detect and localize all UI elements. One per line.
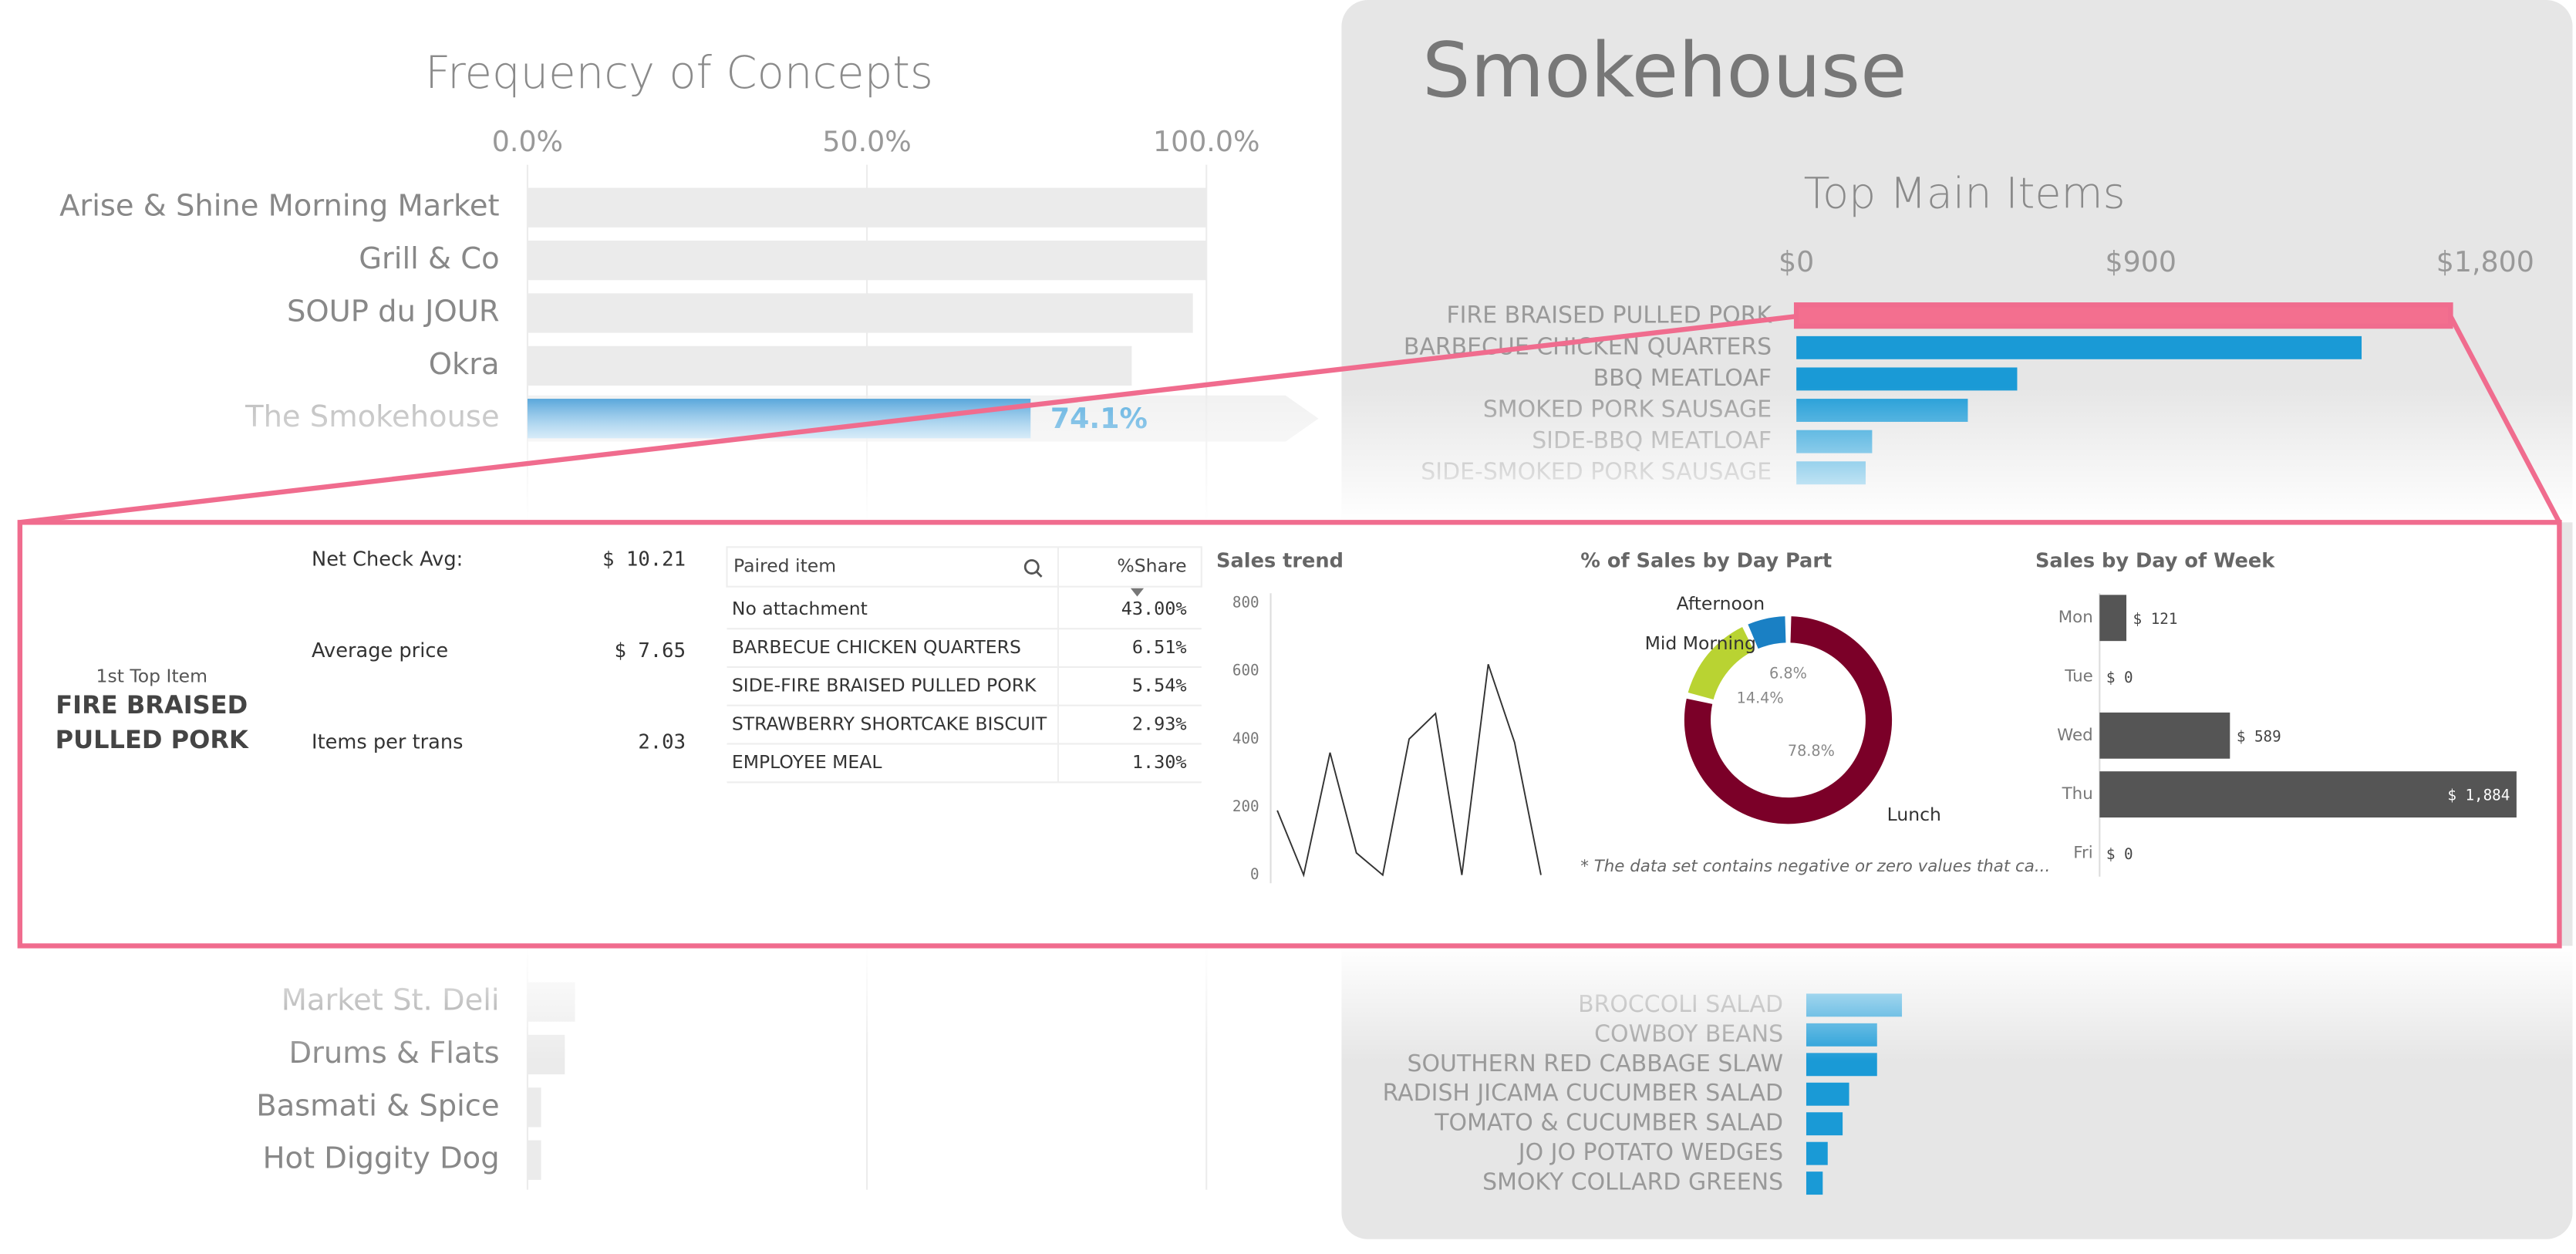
kpi-label: Net Check Avg: — [312, 548, 463, 571]
bar — [527, 240, 1207, 281]
fades — [0, 302, 2576, 1062]
cell: 5.54% — [1132, 675, 1187, 696]
category-label: SOUP du JOUR — [287, 294, 500, 329]
cell: BARBECUE CHICKEN QUARTERS — [732, 636, 1021, 658]
x-tick-label: 100.0% — [1153, 125, 1259, 158]
category-label: BBQ MEATLOAF — [1593, 365, 1772, 392]
top-item-name: FIRE BRAISED PULLED PORK — [55, 690, 248, 755]
chart-title: % of Sales by Day Part — [1580, 550, 1832, 573]
kpi-value: $ 7.65 — [614, 639, 686, 662]
kpi-label: Items per trans — [312, 731, 463, 754]
sort-indicator — [1130, 588, 1145, 597]
kpi-value: 2.03 — [638, 731, 686, 754]
bar — [1806, 1112, 1843, 1136]
cell: STRAWBERRY SHORTCAKE BISCUIT — [732, 713, 1047, 734]
donut-slice — [1748, 616, 1786, 649]
top-item-caption: 1st Top Item — [96, 666, 208, 687]
chart-title: Frequency of Concepts — [425, 46, 933, 99]
fade — [0, 387, 2576, 523]
slice-value: 14.4% — [1737, 689, 1784, 706]
x-tick-label: 50.0% — [822, 125, 911, 158]
bar — [527, 1140, 541, 1180]
y-tick-label: 600 — [1232, 662, 1259, 679]
bar — [527, 1087, 541, 1128]
chart-title: Sales trend — [1216, 550, 1344, 573]
category-label: Hot Diggity Dog — [263, 1141, 500, 1176]
callout-line — [2448, 315, 2562, 524]
slice-label: Lunch — [1887, 804, 1941, 825]
slice-label: Afternoon — [1677, 593, 1765, 615]
bar — [1806, 1171, 1823, 1195]
donut-slice — [1688, 626, 1755, 700]
bar — [1806, 1082, 1849, 1106]
top-item-box: FIRE BRAISED PULLED PORK — [55, 690, 248, 755]
category-label: Mon — [2058, 608, 2093, 627]
bar — [527, 293, 1193, 333]
category-label: Wed — [2057, 726, 2093, 745]
slice-value: 6.8% — [1769, 664, 1807, 682]
x-tick-label: $0 — [1779, 245, 1814, 278]
bar — [527, 346, 1132, 386]
y-tick-label: 200 — [1232, 797, 1259, 815]
cell: 2.93% — [1132, 713, 1187, 734]
cell: EMPLOYEE MEAL — [732, 751, 882, 773]
cell: SIDE-FIRE BRAISED PULLED PORK — [732, 675, 1037, 696]
callout-box — [1793, 302, 2453, 329]
column-header: %Share — [1117, 555, 1186, 577]
chart-title: Sales by Day of Week — [2035, 550, 2275, 573]
value-label: $ 121 — [2133, 610, 2178, 628]
search-icon[interactable] — [1023, 559, 1040, 575]
y-tick-label: 800 — [1232, 594, 1259, 612]
cell: 43.00% — [1121, 598, 1187, 619]
bar — [2099, 712, 2230, 759]
y-tick-label: 0 — [1250, 865, 1259, 883]
value-label: $ 1,884 — [2447, 787, 2510, 804]
kpi-value: $ 10.21 — [602, 548, 686, 571]
x-tick-label: $1,800 — [2436, 245, 2534, 278]
chart-title: Top Main Items — [1804, 169, 2126, 219]
category-label: JO JO POTATO WEDGES — [1517, 1139, 1783, 1166]
trend-line — [1276, 664, 1542, 878]
category-label: Thu — [2062, 784, 2093, 804]
category-label: Grill & Co — [359, 241, 499, 276]
y-tick-label: 400 — [1232, 730, 1259, 747]
value-label: $ 589 — [2237, 727, 2281, 745]
callout-line — [19, 314, 1797, 525]
kpi-label: Average price — [312, 639, 448, 662]
detail-title: Smokehouse — [1422, 27, 1907, 115]
category-label: Basmati & Spice — [256, 1088, 499, 1123]
bar — [2099, 595, 2127, 642]
x-tick-label: $900 — [2106, 245, 2176, 278]
bar — [1806, 1141, 1828, 1165]
note: * The data set contains negative or zero… — [1580, 857, 2050, 876]
category-label: RADISH JICAMA CUCUMBER SALAD — [1383, 1080, 1783, 1107]
category-label: Fri — [2073, 843, 2092, 862]
category-label: TOMATO & CUCUMBER SALAD — [1434, 1110, 1783, 1137]
table-header — [726, 546, 1202, 588]
category-label: Arise & Shine Morning Market — [59, 189, 499, 224]
cell: 6.51% — [1132, 636, 1187, 658]
bar — [1796, 335, 2362, 359]
cell: No attachment — [732, 598, 868, 619]
slice-value: 78.8% — [1788, 742, 1835, 760]
fade — [0, 946, 2576, 1062]
search-icon-handle — [1036, 571, 1043, 578]
panel: 1st Top Item FIRE BRAISED PULLED PORK Sa… — [55, 546, 2517, 884]
category-label: Okra — [429, 347, 500, 382]
cell: 1.30% — [1132, 751, 1187, 773]
column-header: Paired item — [733, 555, 836, 577]
x-tick-label: 0.0% — [492, 125, 563, 158]
bar — [1796, 367, 2018, 391]
category-label: Tue — [2064, 667, 2092, 686]
bar — [2099, 771, 2517, 817]
value-label: $ 0 — [2106, 669, 2133, 686]
slice-label: Mid Morning — [1645, 632, 1756, 654]
value-label: $ 0 — [2106, 845, 2133, 863]
category-label: SMOKY COLLARD GREENS — [1482, 1169, 1783, 1196]
bar — [527, 187, 1207, 228]
